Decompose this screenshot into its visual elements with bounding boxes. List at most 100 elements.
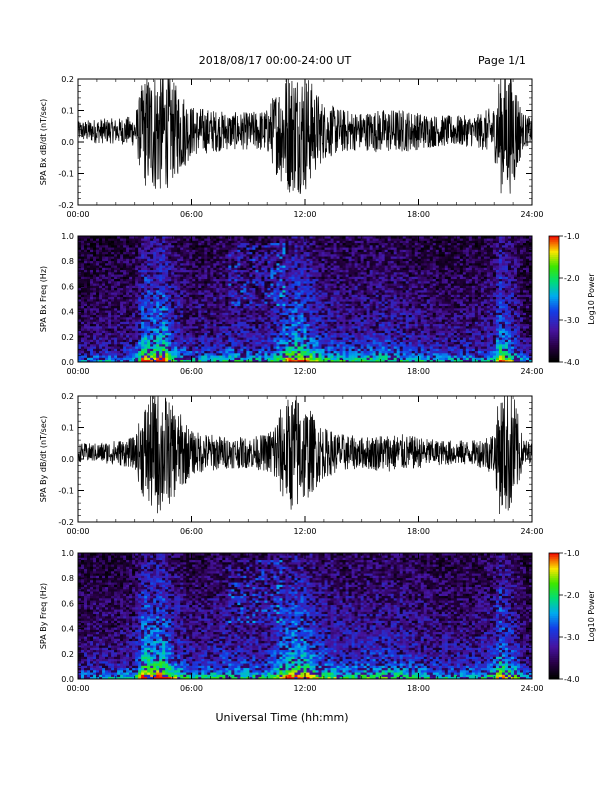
heatmap-cell: [132, 305, 136, 309]
heatmap-cell: [261, 272, 265, 275]
heatmap-cell: [246, 292, 250, 295]
heatmap-cell: [189, 353, 193, 356]
heatmap-cell: [207, 236, 211, 239]
heatmap-cell: [93, 332, 97, 336]
heatmap-cell: [132, 339, 136, 343]
heatmap-cell: [219, 292, 223, 295]
heatmap-cell: [96, 317, 100, 320]
heatmap-cell: [216, 242, 220, 246]
heatmap-cell: [102, 323, 106, 327]
heatmap-cell: [318, 359, 322, 363]
heatmap-cell: [240, 357, 244, 361]
heatmap-cell: [204, 256, 208, 259]
heatmap-cell: [126, 319, 130, 322]
heatmap-cell: [336, 308, 340, 311]
heatmap-cell: [114, 240, 118, 244]
heatmap-cell: [198, 242, 202, 246]
heatmap-cell: [147, 296, 151, 300]
heatmap-cell: [156, 265, 160, 268]
heatmap-cell: [327, 238, 331, 241]
heatmap-cell: [147, 274, 151, 277]
heatmap-cell: [189, 267, 193, 271]
heatmap-cell: [252, 242, 256, 246]
heatmap-cell: [255, 355, 259, 358]
heatmap-cell: [237, 296, 241, 300]
heatmap-cell: [117, 274, 121, 277]
y-axis-title: SPA Bx dB/dt (nT/sec): [39, 99, 48, 186]
heatmap-cell: [300, 242, 304, 246]
heatmap-cell: [177, 350, 181, 354]
heatmap-cell: [201, 238, 205, 241]
heatmap-cell: [216, 256, 220, 259]
heatmap-cell: [213, 346, 217, 349]
heatmap-cell: [321, 287, 325, 291]
heatmap-cell: [258, 319, 262, 322]
heatmap-cell: [99, 281, 103, 284]
heatmap-cell: [234, 269, 238, 273]
heatmap-cell: [276, 258, 280, 262]
heatmap-cell: [93, 341, 97, 345]
heatmap-cell: [231, 303, 235, 307]
heatmap-cell: [108, 341, 112, 345]
heatmap-cell: [267, 272, 271, 275]
heatmap-cell: [261, 357, 265, 361]
heatmap-cell: [171, 256, 175, 259]
heatmap-cell: [273, 335, 277, 338]
heatmap-cell: [156, 359, 160, 363]
heatmap-cell: [270, 260, 274, 264]
heatmap-cell: [228, 314, 232, 318]
heatmap-cell: [177, 267, 181, 271]
heatmap-cell: [264, 272, 268, 275]
heatmap-cell: [108, 328, 112, 331]
heatmap-cell: [273, 249, 277, 253]
heatmap-cell: [282, 346, 286, 349]
heatmap-cell: [297, 254, 301, 257]
heatmap-cell: [126, 323, 130, 327]
heatmap-cell: [120, 337, 124, 340]
heatmap-cell: [225, 242, 229, 246]
heatmap-cell: [291, 335, 295, 338]
heatmap-cell: [219, 353, 223, 356]
heatmap-cell: [183, 299, 187, 302]
heatmap-cell: [231, 265, 235, 268]
heatmap-cell: [294, 332, 298, 336]
heatmap-cell: [294, 240, 298, 244]
heatmap-cell: [99, 278, 103, 282]
heatmap-cell: [327, 276, 331, 280]
heatmap-cell: [273, 321, 277, 325]
heatmap-cell: [99, 305, 103, 309]
heatmap-cell: [132, 328, 136, 331]
heatmap-cell: [225, 276, 229, 280]
heatmap-cell: [156, 317, 160, 320]
heatmap-cell: [255, 238, 259, 241]
heatmap-cell: [162, 278, 166, 282]
heatmap-cell: [120, 258, 124, 262]
heatmap-cell: [312, 236, 316, 239]
heatmap-cell: [306, 240, 310, 244]
heatmap-cell: [330, 305, 334, 309]
heatmap-cell: [255, 344, 259, 347]
heatmap-cell: [285, 263, 289, 266]
heatmap-cell: [81, 326, 85, 329]
heatmap-cell: [108, 265, 112, 268]
heatmap-cell: [222, 265, 226, 268]
heatmap-cell: [132, 323, 136, 327]
heatmap-cell: [252, 317, 256, 320]
heatmap-cell: [117, 240, 121, 244]
heatmap-cell: [270, 357, 274, 361]
heatmap-cell: [228, 281, 232, 284]
heatmap-cell: [312, 247, 316, 250]
heatmap-cell: [132, 265, 136, 268]
heatmap-cell: [318, 332, 322, 336]
heatmap-cell: [180, 242, 184, 246]
heatmap-cell: [270, 299, 274, 302]
heatmap-cell: [324, 287, 328, 291]
heatmap-cell: [234, 317, 238, 320]
heatmap-cell: [207, 330, 211, 334]
heatmap-cell: [96, 357, 100, 361]
heatmap-cell: [297, 283, 301, 286]
heatmap-cell: [258, 359, 262, 363]
heatmap-cell: [150, 249, 154, 253]
heatmap-cell: [192, 283, 196, 286]
heatmap-cell: [102, 314, 106, 318]
